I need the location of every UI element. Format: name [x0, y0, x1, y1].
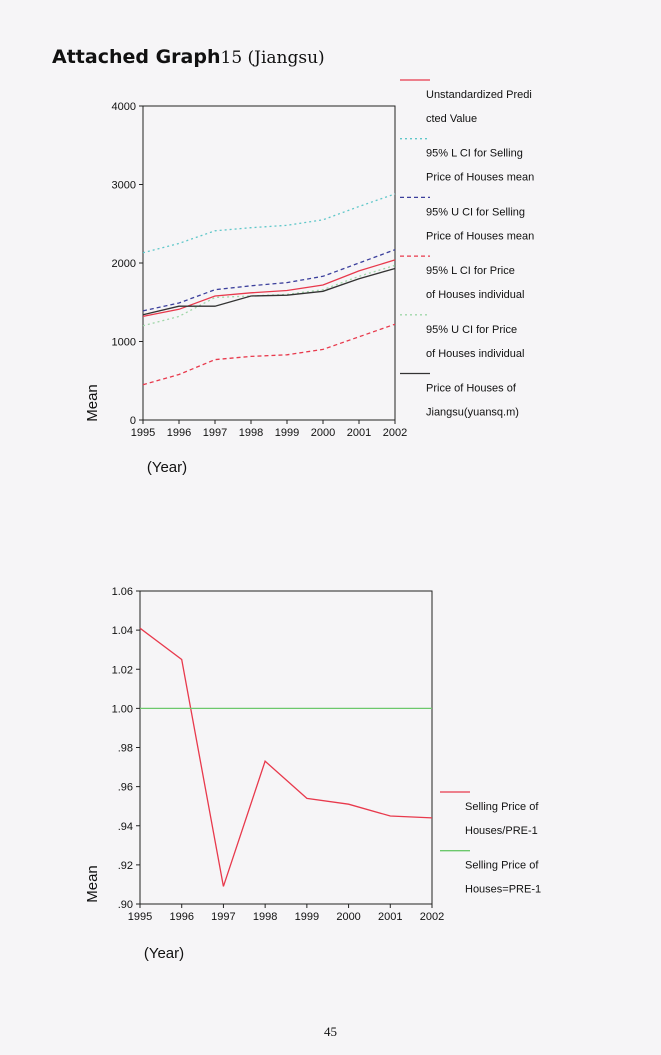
plot-frame: [139, 590, 433, 905]
legend-label: Jiangsu(yuansq.m): [426, 407, 519, 419]
y-tick-label: 4000: [112, 101, 136, 113]
legend-label: Unstandardized Predi: [426, 89, 532, 101]
x-tick-label: 1996: [169, 911, 193, 923]
y-tick-label: 3000: [112, 180, 136, 192]
series-line-6: [142, 267, 396, 316]
x-tick-label: 2001: [347, 427, 371, 439]
y-tick-label: 1.06: [112, 586, 133, 598]
legend-label: 95% U CI for Price: [426, 324, 517, 336]
page-title: Attached Graph15 (Jiangsu): [52, 46, 325, 68]
x-tick-label: 1999: [275, 427, 299, 439]
page-title-bold: Attached Graph: [52, 46, 221, 68]
page-title-rest: 15 (Jiangsu): [220, 48, 325, 68]
x-tick-label: 2000: [311, 427, 335, 439]
legend-label: Houses/PRE-1: [465, 825, 538, 837]
y-tick-label: .92: [118, 860, 133, 872]
x-axis-label: (Year): [144, 945, 184, 962]
x-tick-label: 1995: [131, 427, 155, 439]
chart-2: .90 .92 .94 .96 .98 1.00 1.02 1.04 1.06 1995 1996 1…: [84, 586, 541, 962]
legend-label: Selling Price of: [465, 860, 539, 872]
x-tick-label: 1998: [253, 911, 277, 923]
chart-1: 0 1000 2000 3000 4000 1995 1996 1997 1998 1999 200…: [84, 79, 534, 476]
x-tick-label: 1995: [128, 911, 152, 923]
series-line-3: [142, 249, 396, 312]
series-line-2: [142, 193, 396, 254]
x-tick-label: 2000: [336, 911, 360, 923]
y-axis-label: Mean: [84, 865, 101, 903]
y-tick-label: 2000: [112, 258, 136, 270]
legend-label: Selling Price of: [465, 801, 539, 813]
y-axis-label: Mean: [84, 384, 101, 422]
legend-label: Price of Houses mean: [426, 172, 534, 184]
x-tick-label: 1997: [203, 427, 227, 439]
legend-label: Price of Houses mean: [426, 230, 534, 242]
x-tick-label: 2002: [383, 427, 407, 439]
legend-label: cted Value: [426, 113, 477, 125]
y-tick-label: 1.00: [112, 703, 133, 715]
series-line-4: [142, 323, 396, 386]
x-tick-label: 1998: [239, 427, 263, 439]
y-tick-label: .90: [118, 899, 133, 911]
y-tick-label: 0: [130, 415, 136, 427]
y-tick-label: 1000: [112, 337, 136, 349]
legend-label: of Houses individual: [426, 348, 524, 360]
page-number: 45: [324, 1024, 337, 1039]
series-line-1: [139, 627, 433, 887]
legend-label: 95% U CI for Selling: [426, 206, 525, 218]
x-tick-label: 1996: [167, 427, 191, 439]
legend-label: 95% L CI for Selling: [426, 148, 523, 160]
x-tick-label: 2001: [378, 911, 402, 923]
y-tick-label: 1.04: [112, 625, 133, 637]
y-tick-label: .98: [118, 743, 133, 755]
x-axis-label: (Year): [147, 459, 187, 476]
legend-label: Price of Houses of: [426, 383, 517, 395]
legend-label: 95% L CI for Price: [426, 265, 515, 277]
x-tick-label: 1997: [211, 911, 235, 923]
x-tick-label: 2002: [420, 911, 444, 923]
series-line-1: [142, 259, 396, 318]
y-tick-label: .94: [118, 821, 133, 833]
legend-label: of Houses individual: [426, 289, 524, 301]
y-tick-label: .96: [118, 782, 133, 794]
x-tick-label: 1999: [295, 911, 319, 923]
y-tick-label: 1.02: [112, 664, 133, 676]
legend-label: Houses=PRE-1: [465, 884, 541, 896]
